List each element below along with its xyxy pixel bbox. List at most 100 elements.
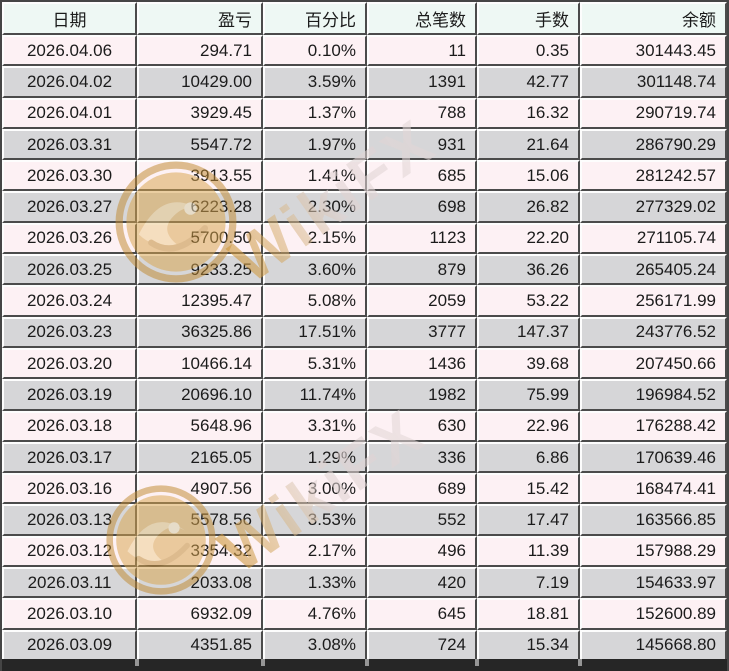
table-row: 2026.03.13 5578.56 3.53% 552 17.47 16356… bbox=[2, 504, 727, 536]
table-row: 2026.03.10 6932.09 4.76% 645 18.81 15260… bbox=[2, 598, 727, 630]
cell-balance: 243776.52 bbox=[580, 316, 727, 348]
cell-balance: 152600.89 bbox=[580, 598, 727, 630]
table-row: 2026.03.09 4351.85 3.08% 724 15.34 14566… bbox=[2, 629, 727, 661]
cell-profit-loss: 5578.56 bbox=[137, 504, 263, 536]
cell-date: 2026.03.31 bbox=[2, 128, 137, 161]
cell-percentage: 1.37% bbox=[263, 97, 367, 129]
cell-balance: 286790.29 bbox=[580, 128, 727, 161]
cell-date: 2026.04.06 bbox=[2, 35, 137, 67]
cell-date: 2026.03.13 bbox=[2, 504, 137, 536]
table-row: 2026.03.20 10466.14 5.31% 1436 39.68 207… bbox=[2, 347, 727, 380]
cell-balance: 271105.74 bbox=[580, 222, 727, 255]
cell-balance: 281242.57 bbox=[580, 160, 727, 192]
cell-lots: 75.99 bbox=[477, 379, 580, 411]
cell-percentage: 11.74% bbox=[263, 379, 367, 411]
cell-total-trades: 879 bbox=[367, 254, 477, 286]
cell-total-trades: 552 bbox=[367, 504, 477, 536]
cell-date: 2026.03.27 bbox=[2, 191, 137, 223]
cell-percentage: 3.31% bbox=[263, 410, 367, 442]
cell-balance: 154633.97 bbox=[580, 567, 727, 599]
header-lots: 手数 bbox=[477, 2, 580, 35]
cell-lots: 6.86 bbox=[477, 441, 580, 474]
cell-percentage: 5.31% bbox=[263, 347, 367, 380]
cell-balance: 301443.45 bbox=[580, 35, 727, 67]
cell-percentage: 2.30% bbox=[263, 191, 367, 223]
table-row: 2026.03.31 5547.72 1.97% 931 21.64 28679… bbox=[2, 128, 727, 161]
cell-date: 2026.03.10 bbox=[2, 598, 137, 630]
cell-balance: 256171.99 bbox=[580, 285, 727, 317]
cell-total-trades: 689 bbox=[367, 473, 477, 505]
cell-profit-loss: 5700.50 bbox=[137, 222, 263, 255]
cell-total-trades: 788 bbox=[367, 97, 477, 129]
cell-profit-loss: 6932.09 bbox=[137, 598, 263, 630]
cell-percentage: 2.17% bbox=[263, 535, 367, 568]
cell-total-trades: 931 bbox=[367, 128, 477, 161]
cell-percentage: 4.76% bbox=[263, 598, 367, 630]
cell-date: 2026.03.26 bbox=[2, 222, 137, 255]
cell-balance: 170639.46 bbox=[580, 441, 727, 474]
cell-balance: 163566.85 bbox=[580, 504, 727, 536]
cell-date: 2026.03.30 bbox=[2, 160, 137, 192]
cell-profit-loss: 36325.86 bbox=[137, 316, 263, 348]
cell-balance: 145668.80 bbox=[580, 629, 727, 661]
cell-date: 2026.03.23 bbox=[2, 316, 137, 348]
cell-percentage: 3.60% bbox=[263, 254, 367, 286]
bottom-edge-tick bbox=[475, 659, 479, 666]
cell-balance: 290719.74 bbox=[580, 97, 727, 129]
cell-profit-loss: 10466.14 bbox=[137, 347, 263, 380]
cell-balance: 176288.42 bbox=[580, 410, 727, 442]
table-row: 2026.03.23 36325.86 17.51% 3777 147.37 2… bbox=[2, 316, 727, 348]
cell-profit-loss: 6223.28 bbox=[137, 191, 263, 223]
cell-profit-loss: 2033.08 bbox=[137, 567, 263, 599]
cell-date: 2026.04.01 bbox=[2, 97, 137, 129]
pnl-table: 日期 盈亏 百分比 总笔数 手数 余额 2026.04.06 294.71 0.… bbox=[2, 2, 727, 661]
cell-lots: 16.32 bbox=[477, 97, 580, 129]
cell-lots: 39.68 bbox=[477, 347, 580, 380]
cell-date: 2026.03.20 bbox=[2, 347, 137, 380]
cell-total-trades: 1436 bbox=[367, 347, 477, 380]
cell-percentage: 0.10% bbox=[263, 35, 367, 67]
cell-lots: 22.96 bbox=[477, 410, 580, 442]
cell-profit-loss: 9233.25 bbox=[137, 254, 263, 286]
cell-balance: 277329.02 bbox=[580, 191, 727, 223]
cell-lots: 15.06 bbox=[477, 160, 580, 192]
cell-percentage: 3.00% bbox=[263, 473, 367, 505]
cell-lots: 17.47 bbox=[477, 504, 580, 536]
cell-date: 2026.03.17 bbox=[2, 441, 137, 474]
cell-percentage: 1.33% bbox=[263, 567, 367, 599]
cell-profit-loss: 4907.56 bbox=[137, 473, 263, 505]
cell-lots: 22.20 bbox=[477, 222, 580, 255]
bottom-edge-tick bbox=[578, 659, 582, 666]
cell-profit-loss: 3354.32 bbox=[137, 535, 263, 568]
cell-lots: 42.77 bbox=[477, 66, 580, 98]
cell-total-trades: 630 bbox=[367, 410, 477, 442]
cell-profit-loss: 5648.96 bbox=[137, 410, 263, 442]
bottom-edge-tick bbox=[135, 659, 139, 666]
table-row: 2026.03.30 3913.55 1.41% 685 15.06 28124… bbox=[2, 160, 727, 192]
cell-percentage: 2.15% bbox=[263, 222, 367, 255]
cell-percentage: 3.53% bbox=[263, 504, 367, 536]
table-row: 2026.03.19 20696.10 11.74% 1982 75.99 19… bbox=[2, 379, 727, 411]
cell-lots: 11.39 bbox=[477, 535, 580, 568]
cell-balance: 265405.24 bbox=[580, 254, 727, 286]
header-balance: 余额 bbox=[580, 2, 727, 35]
cell-lots: 18.81 bbox=[477, 598, 580, 630]
cell-total-trades: 11 bbox=[367, 35, 477, 67]
cell-lots: 21.64 bbox=[477, 128, 580, 161]
cell-date: 2026.03.18 bbox=[2, 410, 137, 442]
cell-lots: 36.26 bbox=[477, 254, 580, 286]
cell-lots: 53.22 bbox=[477, 285, 580, 317]
cell-balance: 168474.41 bbox=[580, 473, 727, 505]
header-row: 日期 盈亏 百分比 总笔数 手数 余额 bbox=[2, 2, 727, 35]
cell-total-trades: 724 bbox=[367, 629, 477, 661]
cell-percentage: 5.08% bbox=[263, 285, 367, 317]
table-row: 2026.03.24 12395.47 5.08% 2059 53.22 256… bbox=[2, 285, 727, 317]
cell-date: 2026.04.02 bbox=[2, 66, 137, 98]
cell-total-trades: 3777 bbox=[367, 316, 477, 348]
cell-percentage: 3.08% bbox=[263, 629, 367, 661]
cell-balance: 196984.52 bbox=[580, 379, 727, 411]
cell-date: 2026.03.11 bbox=[2, 567, 137, 599]
header-percentage: 百分比 bbox=[263, 2, 367, 35]
table-row: 2026.03.16 4907.56 3.00% 689 15.42 16847… bbox=[2, 473, 727, 505]
